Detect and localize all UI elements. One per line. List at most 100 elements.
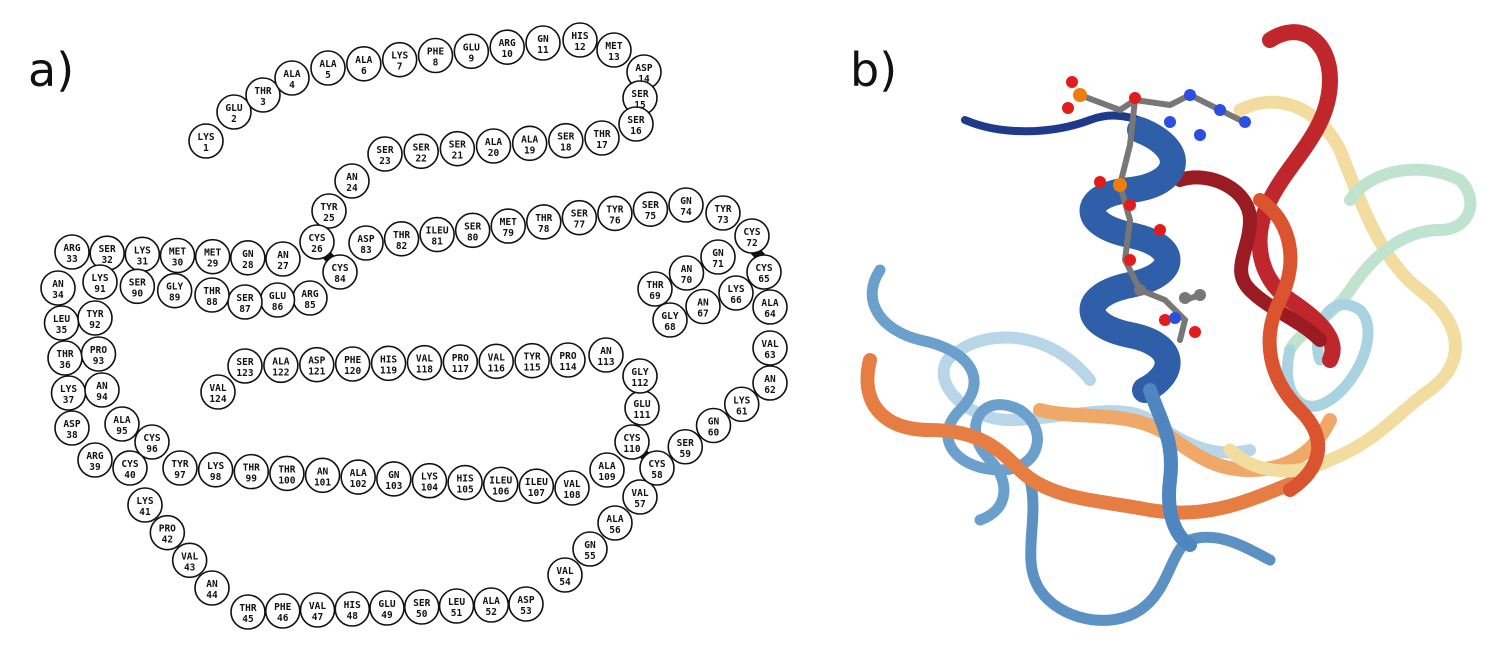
residue-circle <box>299 224 335 260</box>
residue-name: PRO <box>452 353 469 364</box>
residue-circle <box>746 254 782 290</box>
residue-name: CYS <box>623 433 640 444</box>
residue-number: 34 <box>52 290 64 301</box>
residue-name: ARG <box>86 451 103 462</box>
residue-name: VAL <box>309 601 326 612</box>
residue-number: 26 <box>311 244 323 255</box>
residue-name: SER <box>464 221 481 232</box>
residue-circle <box>263 347 299 384</box>
residue-circle <box>310 50 346 86</box>
residue-circle <box>417 37 454 74</box>
residue-number: 96 <box>146 444 158 455</box>
residue-circle <box>197 452 234 488</box>
residue-circle <box>508 586 544 622</box>
residue-number: 93 <box>93 356 105 367</box>
residue-name: LYS <box>727 284 744 295</box>
residue-name: THR <box>56 349 73 360</box>
residue-number: 51 <box>451 608 463 619</box>
residue-number: 123 <box>236 368 253 379</box>
residue-number: 33 <box>66 254 78 265</box>
residue-circle <box>194 570 230 606</box>
residue-name: CYS <box>331 263 348 274</box>
residue-number: 75 <box>645 211 657 222</box>
residue-name: ASP <box>357 234 374 245</box>
residue-name: ASP <box>308 356 325 367</box>
residue-name: ARG <box>63 243 80 254</box>
residue-number: 40 <box>124 470 136 481</box>
residue-circle <box>554 470 590 506</box>
residue-number: 59 <box>680 449 692 460</box>
residue-name: SER <box>236 293 253 304</box>
residue-circle <box>752 330 788 366</box>
residue-name: LYS <box>733 395 750 406</box>
residue-number: 102 <box>350 479 367 490</box>
residue-name: HIS <box>457 474 474 485</box>
residue-circle <box>518 468 555 504</box>
residue-circle <box>367 136 403 172</box>
ligand-ball-and-stick <box>1062 76 1251 343</box>
residue-name: VAL <box>761 339 778 350</box>
residue-number: 76 <box>609 215 621 226</box>
residue-number: 106 <box>492 486 509 497</box>
residue-circle <box>478 343 515 380</box>
residue-name: SER <box>631 89 648 100</box>
residue-name: GLU <box>269 291 286 302</box>
residue-number: 7 <box>397 62 403 73</box>
residue-number: 85 <box>304 300 316 311</box>
residue-name: CYS <box>743 227 760 238</box>
ribbon-n-terminus <box>961 111 1154 136</box>
residue-number: 20 <box>488 148 500 159</box>
residue-number: 28 <box>242 260 254 271</box>
residue-name: PHE <box>344 355 361 366</box>
residue-name: TYR <box>524 352 541 363</box>
residue-circle <box>652 302 688 338</box>
residue-circle <box>668 255 705 291</box>
residue-name: LYS <box>207 461 224 472</box>
residue-number: 27 <box>277 261 288 272</box>
residue-name: TYR <box>171 459 188 470</box>
residue-circle <box>159 237 196 274</box>
residue-circle <box>597 195 633 232</box>
residue-circle <box>482 466 519 503</box>
residue-circle <box>233 453 270 490</box>
residue-number: 19 <box>524 145 536 156</box>
residue-number: 42 <box>162 535 173 546</box>
residue-number: 8 <box>433 58 439 69</box>
residue-number: 111 <box>633 410 650 421</box>
residue-number: 107 <box>528 488 545 499</box>
residue-circle <box>194 277 230 313</box>
residue-name: PHE <box>427 47 444 58</box>
residue-circle <box>752 365 788 401</box>
residue-circle <box>216 94 252 130</box>
residue-number: 71 <box>712 259 724 270</box>
residue-circle <box>84 372 120 408</box>
residue-name: LYS <box>197 132 214 143</box>
residue-name: GN <box>537 34 549 45</box>
ribbon-structure <box>860 24 1477 626</box>
residue-number: 45 <box>242 614 254 625</box>
residue-number: 92 <box>89 320 100 331</box>
residue-number: 64 <box>764 309 776 320</box>
residue-number: 115 <box>524 363 541 374</box>
